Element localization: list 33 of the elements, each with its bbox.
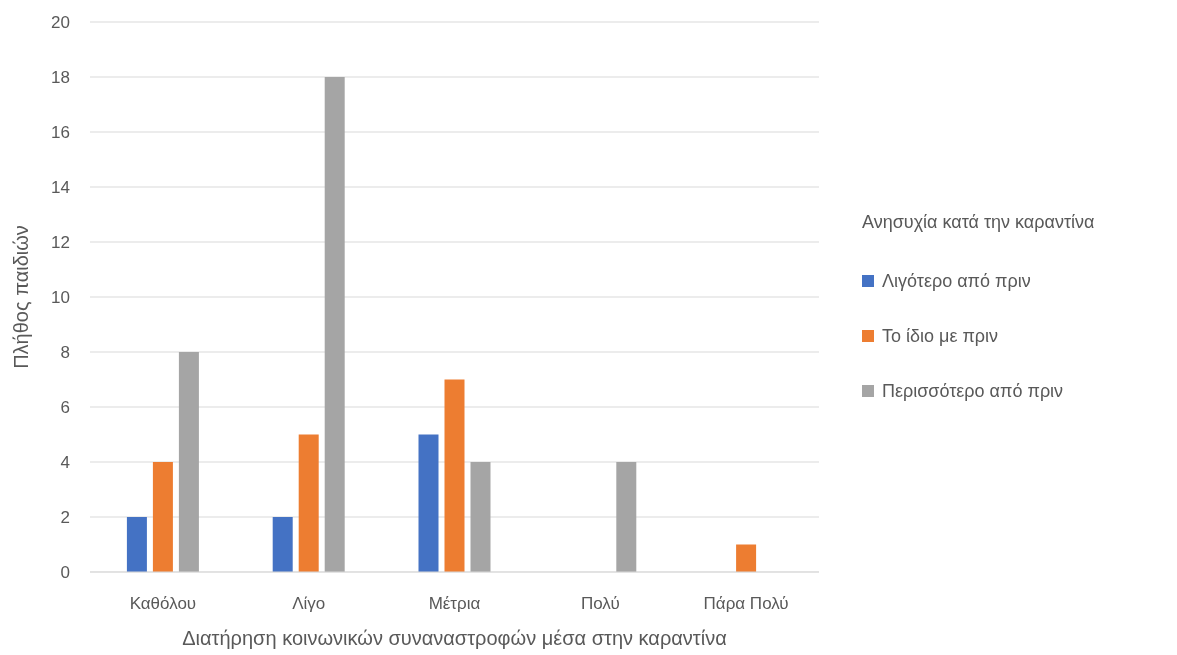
- x-tick-label: Πολύ: [580, 594, 620, 613]
- bar: [324, 77, 345, 572]
- y-tick-label: 18: [51, 67, 70, 87]
- y-tick-label: 10: [51, 287, 70, 307]
- bar: [736, 544, 757, 572]
- bar: [444, 379, 465, 572]
- y-tick-label: 16: [51, 122, 70, 142]
- x-tick-label: Καθόλου: [129, 594, 197, 613]
- x-tick-label: Μέτρια: [428, 594, 481, 613]
- legend-label: Λιγότερο από πριν: [882, 271, 1031, 292]
- legend-label: Το ίδιο με πριν: [882, 326, 999, 347]
- y-tick-label: 6: [60, 397, 70, 417]
- bar: [178, 352, 199, 572]
- bar: [470, 462, 491, 572]
- legend-title: Ανησυχία κατά την καραντίνα: [862, 212, 1095, 232]
- x-axis-title: Διατήρηση κοινωνικών συναναστροφών μέσα στην καραντίνα: [182, 627, 727, 649]
- bar: [418, 434, 439, 572]
- y-tick-label: 14: [51, 177, 70, 197]
- x-tick-label: Λίγο: [292, 594, 326, 613]
- bar: [616, 462, 637, 572]
- bar: [272, 517, 293, 572]
- bar: [126, 517, 147, 572]
- y-tick-label: 8: [60, 342, 70, 362]
- bar: [298, 434, 319, 572]
- y-tick-label: 0: [60, 562, 70, 582]
- legend-label: Περισσότερο από πριν: [882, 381, 1064, 402]
- x-tick-label: Πάρα Πολύ: [703, 594, 789, 613]
- y-tick-label: 2: [60, 507, 70, 527]
- y-tick-label: 20: [51, 12, 70, 32]
- y-axis-title: Πλήθος παιδιών: [10, 225, 32, 369]
- bar: [152, 462, 173, 572]
- y-tick-label: 12: [51, 232, 70, 252]
- y-tick-label: 4: [60, 452, 70, 472]
